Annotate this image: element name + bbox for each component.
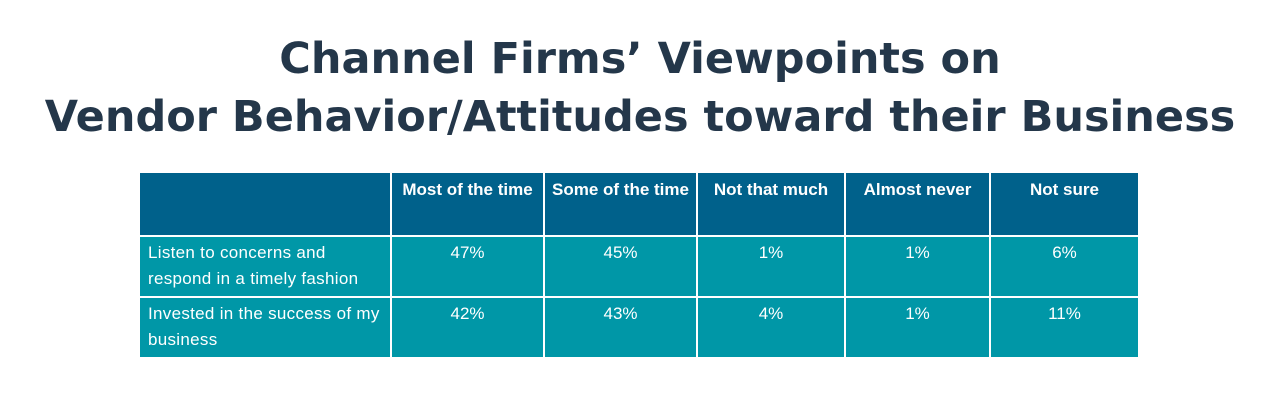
data-cell: 1% (696, 235, 846, 298)
row-label: Listen to concerns and respond in a time… (138, 235, 392, 298)
chart-title-line-2: Vendor Behavior/Attitudes toward their B… (44, 92, 1236, 142)
row-label: Invested in the success of my business (138, 296, 392, 359)
chart-title: Channel Firms’ Viewpoints on Vendor Beha… (0, 30, 1280, 146)
chart-title-line-1: Channel Firms’ Viewpoints on (279, 34, 1001, 84)
table-row: Listen to concerns and respond in a time… (138, 235, 1140, 298)
header-cell-some-of-the-time: Some of the time (543, 171, 698, 237)
data-cell: 1% (844, 235, 991, 298)
data-cell: 43% (543, 296, 698, 359)
table-row: Invested in the success of my business 4… (138, 296, 1140, 359)
data-cell: 11% (989, 296, 1140, 359)
header-cell-most-of-the-time: Most of the time (390, 171, 545, 237)
data-cell: 6% (989, 235, 1140, 298)
data-cell: 4% (696, 296, 846, 359)
header-row: Most of the time Some of the time Not th… (138, 171, 1140, 237)
data-cell: 47% (390, 235, 545, 298)
data-cell: 42% (390, 296, 545, 359)
header-cell-not-sure: Not sure (989, 171, 1140, 237)
header-cell-almost-never: Almost never (844, 171, 991, 237)
data-table: Most of the time Some of the time Not th… (138, 171, 1140, 359)
header-cell-not-that-much: Not that much (696, 171, 846, 237)
data-cell: 1% (844, 296, 991, 359)
data-cell: 45% (543, 235, 698, 298)
header-cell-blank (138, 171, 392, 237)
